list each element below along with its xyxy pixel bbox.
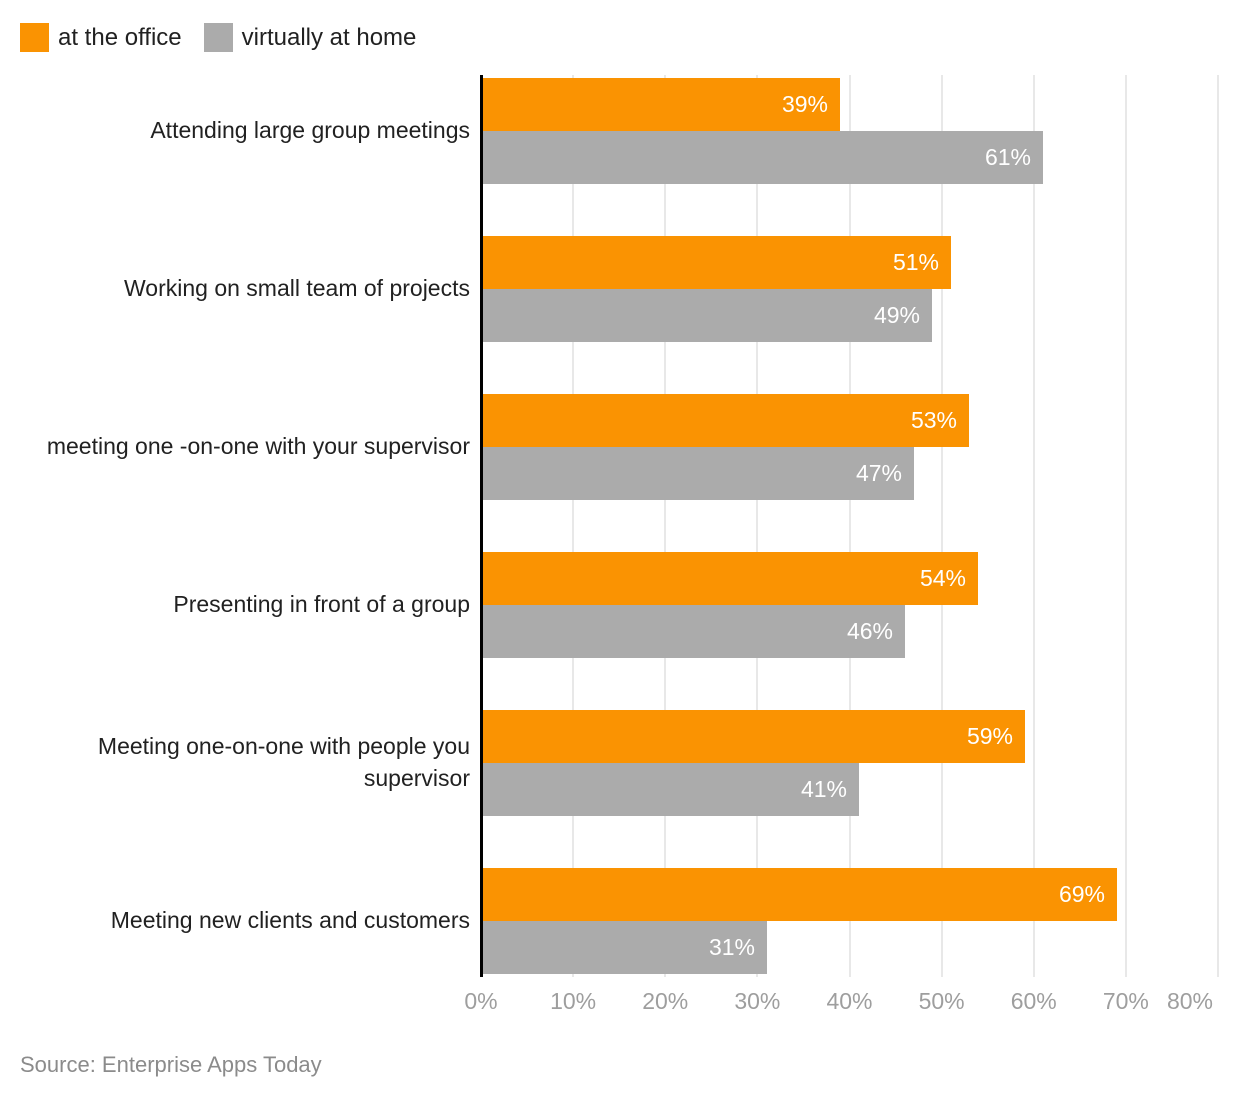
category-label: Working on small team of projects xyxy=(124,275,470,302)
bar-value-label: 46% xyxy=(846,618,893,644)
bar-home: 46% xyxy=(483,605,905,658)
bar-value-label: 41% xyxy=(800,776,847,802)
legend-item-home: virtually at home xyxy=(203,23,417,52)
category-label: Meeting new clients and customers xyxy=(110,907,470,934)
category-label: meeting one -on-one with your supervisor xyxy=(46,433,470,460)
bar-value-label: 69% xyxy=(1058,881,1105,907)
y-axis-line xyxy=(480,75,483,977)
legend-item-office: at the office xyxy=(20,23,182,52)
legend-label-home: virtually at home xyxy=(241,23,417,51)
x-tick-label: 50% xyxy=(918,988,965,1014)
bar-office: 69% xyxy=(483,868,1117,921)
bar-value-label: 53% xyxy=(910,407,957,433)
x-tick-label: 20% xyxy=(642,988,689,1014)
bar-office: 51% xyxy=(483,236,951,289)
bar-value-label: 31% xyxy=(708,934,755,960)
bar-home: 61% xyxy=(483,131,1043,184)
legend-swatch-home-icon xyxy=(203,23,233,52)
x-tick-label: 40% xyxy=(826,988,873,1014)
legend-label-office: at the office xyxy=(58,23,182,51)
category-label: Attending large group meetings xyxy=(150,117,470,144)
gridline xyxy=(940,75,943,977)
bar-value-label: 61% xyxy=(984,144,1031,170)
x-tick-label: 30% xyxy=(734,988,781,1014)
gridline xyxy=(572,75,575,977)
bar-value-label: 51% xyxy=(892,249,939,275)
gridline xyxy=(1032,75,1035,977)
bar-value-label: 49% xyxy=(873,302,920,328)
bar-value-label: 54% xyxy=(919,565,966,591)
bar-home: 31% xyxy=(483,921,767,974)
category-label: Presenting in front of a group xyxy=(173,591,470,618)
x-tick-label: 60% xyxy=(1010,988,1057,1014)
gridline xyxy=(756,75,759,977)
gridline xyxy=(1217,75,1219,977)
bar-office: 53% xyxy=(483,394,969,447)
x-tick-label: 0% xyxy=(464,988,498,1014)
category-label: Meeting one-on-one with people you super… xyxy=(97,733,470,791)
bar-home: 41% xyxy=(483,763,859,816)
x-tick-label: 80% xyxy=(1166,988,1214,1014)
bar-office: 59% xyxy=(483,710,1025,763)
x-tick-label: 70% xyxy=(1102,988,1149,1014)
legend-swatch-office-icon xyxy=(20,23,49,52)
bar-value-label: 39% xyxy=(781,91,828,117)
gridline xyxy=(664,75,667,977)
bar-home: 47% xyxy=(483,447,914,500)
bar-office: 39% xyxy=(483,78,840,131)
bar-office: 54% xyxy=(483,552,978,605)
bar-home: 49% xyxy=(483,289,932,342)
source-caption: Source: Enterprise Apps Today xyxy=(20,1052,322,1077)
bar-value-label: 47% xyxy=(855,460,902,486)
gridline xyxy=(848,75,851,977)
bar-value-label: 59% xyxy=(966,723,1013,749)
gridline xyxy=(1124,75,1127,977)
x-tick-label: 10% xyxy=(550,988,597,1014)
legend: at the office virtually at home xyxy=(20,23,416,52)
